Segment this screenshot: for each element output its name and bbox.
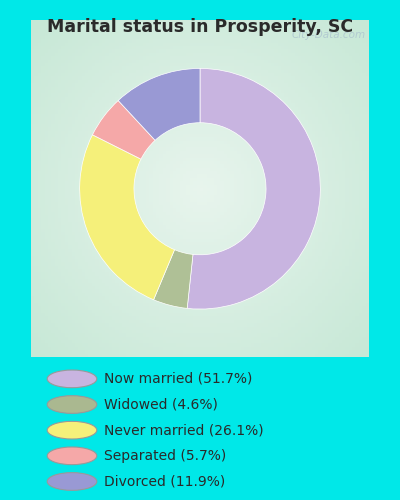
Text: Marital status in Prosperity, SC: Marital status in Prosperity, SC xyxy=(47,18,353,36)
Wedge shape xyxy=(154,250,193,308)
Circle shape xyxy=(47,447,97,464)
Text: Widowed (4.6%): Widowed (4.6%) xyxy=(104,398,218,411)
Text: Now married (51.7%): Now married (51.7%) xyxy=(104,372,252,386)
Text: Divorced (11.9%): Divorced (11.9%) xyxy=(104,474,225,488)
Circle shape xyxy=(47,370,97,388)
Circle shape xyxy=(47,472,97,490)
Wedge shape xyxy=(92,100,155,159)
Wedge shape xyxy=(80,135,174,300)
Text: Separated (5.7%): Separated (5.7%) xyxy=(104,449,226,463)
Text: City-Data.com: City-Data.com xyxy=(291,30,365,40)
Circle shape xyxy=(47,396,97,413)
Circle shape xyxy=(47,422,97,439)
Wedge shape xyxy=(187,68,320,309)
Text: Never married (26.1%): Never married (26.1%) xyxy=(104,423,264,437)
Wedge shape xyxy=(118,68,200,140)
